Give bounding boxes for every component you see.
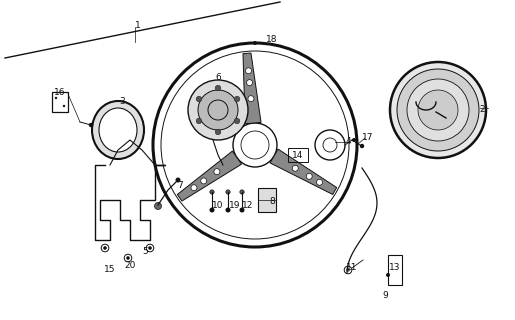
Circle shape (188, 80, 248, 140)
Circle shape (226, 190, 230, 194)
FancyBboxPatch shape (258, 188, 276, 212)
Circle shape (214, 169, 220, 175)
Text: 20: 20 (124, 260, 135, 269)
Circle shape (210, 207, 215, 212)
Circle shape (198, 90, 238, 130)
Circle shape (240, 190, 244, 194)
Circle shape (215, 85, 221, 91)
Circle shape (55, 97, 57, 99)
Ellipse shape (92, 101, 144, 159)
Text: 15: 15 (104, 266, 116, 275)
Text: 10: 10 (212, 201, 224, 210)
Circle shape (89, 123, 93, 127)
Circle shape (191, 185, 197, 191)
Circle shape (234, 118, 240, 124)
Ellipse shape (99, 108, 137, 152)
Text: 7: 7 (177, 180, 183, 189)
Circle shape (196, 118, 202, 124)
Circle shape (390, 62, 486, 158)
Text: 9: 9 (382, 291, 388, 300)
Text: 5: 5 (142, 247, 148, 257)
Text: 13: 13 (389, 263, 401, 273)
Circle shape (247, 80, 252, 86)
Polygon shape (270, 149, 337, 195)
Circle shape (196, 96, 202, 102)
Text: 2: 2 (479, 106, 485, 115)
Text: 4: 4 (345, 138, 351, 147)
Text: 3: 3 (119, 98, 125, 107)
Circle shape (176, 178, 180, 182)
Circle shape (418, 90, 458, 130)
Circle shape (293, 165, 298, 171)
Circle shape (397, 69, 479, 151)
Text: 14: 14 (293, 150, 304, 159)
Text: 16: 16 (54, 87, 66, 97)
Circle shape (386, 273, 390, 277)
Circle shape (346, 268, 350, 272)
Polygon shape (177, 151, 242, 201)
Polygon shape (243, 53, 261, 124)
Circle shape (360, 144, 364, 148)
Circle shape (215, 129, 221, 135)
Circle shape (317, 179, 322, 185)
Circle shape (226, 207, 231, 212)
Text: 17: 17 (362, 133, 374, 142)
Circle shape (248, 96, 254, 102)
Circle shape (234, 96, 240, 102)
Circle shape (239, 207, 245, 212)
Circle shape (63, 105, 65, 107)
Text: 18: 18 (266, 36, 278, 44)
Text: 12: 12 (243, 201, 254, 210)
Circle shape (407, 79, 469, 141)
Circle shape (126, 256, 130, 260)
Circle shape (246, 68, 251, 74)
Circle shape (201, 178, 207, 184)
Circle shape (253, 41, 257, 45)
Text: 1: 1 (135, 20, 141, 29)
Circle shape (103, 246, 107, 250)
Circle shape (148, 246, 152, 250)
Circle shape (154, 203, 162, 210)
Circle shape (352, 138, 356, 142)
Circle shape (210, 190, 214, 194)
Circle shape (306, 173, 312, 179)
Text: 8: 8 (269, 197, 275, 206)
Text: 11: 11 (346, 263, 358, 273)
Text: 6: 6 (215, 74, 221, 83)
Text: 19: 19 (229, 201, 241, 210)
